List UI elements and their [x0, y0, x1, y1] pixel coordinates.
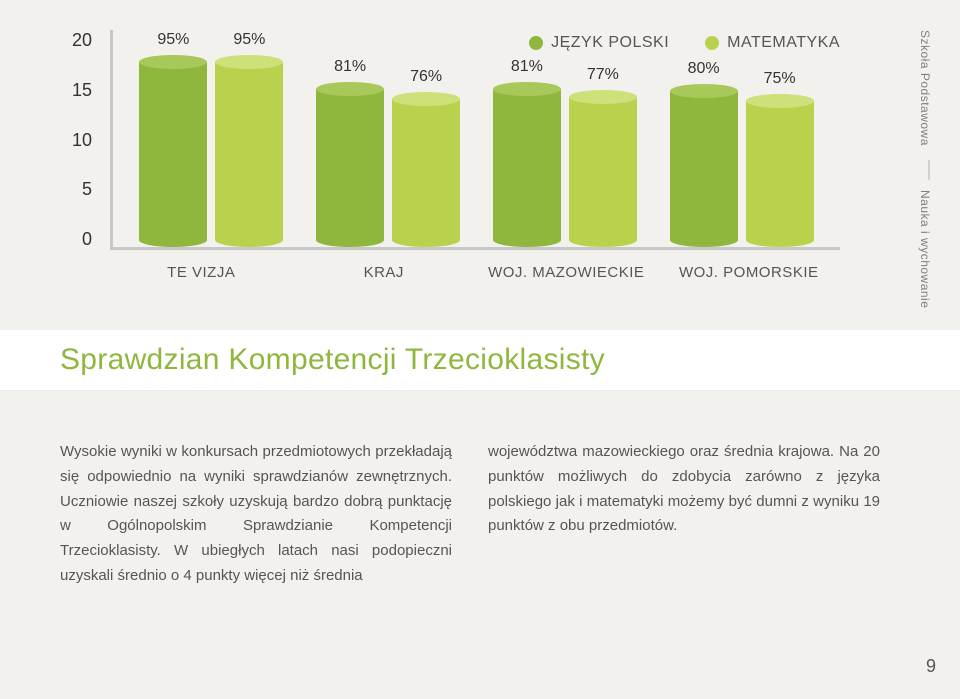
sidebar-divider [928, 160, 930, 180]
bar-value-label: 95% [233, 31, 265, 49]
bar-body [569, 97, 637, 247]
chart-plot: 95% 95% 81% 76% 81% 77% 80% 75% [110, 30, 840, 250]
bar-body [493, 89, 561, 247]
bar-3d [392, 92, 460, 247]
bar-body [392, 99, 460, 247]
bar: 81% [492, 58, 562, 247]
bar-top-icon [746, 94, 814, 108]
bar-top-icon [493, 82, 561, 96]
x-axis-labels: TE VIZJA KRAJ WOJ. MAZOWIECKIE WOJ. POMO… [110, 254, 840, 290]
bar-group: 80% 75% [653, 60, 830, 247]
bar: 95% [138, 31, 208, 247]
bar-top-icon [316, 82, 384, 96]
bar-value-label: 75% [764, 70, 796, 88]
x-label: WOJ. POMORSKIE [658, 254, 841, 290]
bar: 80% [669, 60, 739, 247]
bar-body [670, 91, 738, 247]
bar-3d [569, 90, 637, 247]
bar-top-icon [670, 84, 738, 98]
bar-body [316, 89, 384, 247]
chart: 20 15 10 5 0 95% 95% 81% 76% 81% 77% 80% 75% TE… [60, 30, 840, 290]
bar: 75% [745, 70, 815, 247]
bar-top-icon [139, 55, 207, 69]
chart-region: JĘZYK POLSKI MATEMATYKA 20 15 10 5 0 95%… [60, 30, 920, 330]
bar-3d [215, 55, 283, 247]
title-bar: Sprawdzian Kompetencji Trzecioklasisty [0, 330, 960, 390]
bar-3d [493, 82, 561, 247]
bar-top-icon [569, 90, 637, 104]
y-axis: 20 15 10 5 0 [60, 30, 100, 250]
bar-value-label: 77% [587, 66, 619, 84]
page: Szkoła Podstawowa Nauka i wychowanie JĘZ… [0, 0, 960, 699]
bar-3d [670, 84, 738, 247]
bar: 81% [315, 58, 385, 247]
sidebar-bottom-label: Nauka i wychowanie [918, 190, 932, 308]
x-label: TE VIZJA [110, 254, 293, 290]
bar-group: 81% 76% [300, 58, 477, 247]
bar-value-label: 81% [334, 58, 366, 76]
page-number: 9 [926, 656, 936, 677]
bar-top-icon [392, 92, 460, 106]
bar: 76% [391, 68, 461, 247]
y-tick: 0 [60, 229, 92, 250]
bar-3d [139, 55, 207, 247]
bar-value-label: 76% [410, 68, 442, 86]
sidebar-top-label: Szkoła Podstawowa [918, 30, 932, 146]
y-tick: 15 [60, 80, 92, 101]
bar-body [215, 62, 283, 247]
x-label: KRAJ [293, 254, 476, 290]
body-column-2: województwa mazowieckiego oraz średnia k… [488, 440, 880, 589]
y-tick: 10 [60, 130, 92, 151]
x-label: WOJ. MAZOWIECKIE [475, 254, 658, 290]
bar: 77% [568, 66, 638, 247]
bar-value-label: 95% [157, 31, 189, 49]
body-column-1: Wysokie wyniki w konkursach przedmiotowy… [60, 440, 452, 589]
bar-body [139, 62, 207, 247]
sidebar-labels: Szkoła Podstawowa Nauka i wychowanie [918, 30, 940, 330]
body-text: Wysokie wyniki w konkursach przedmiotowy… [60, 440, 920, 589]
bar-value-label: 81% [511, 58, 543, 76]
y-tick: 20 [60, 30, 92, 51]
bar-3d [316, 82, 384, 247]
page-title: Sprawdzian Kompetencji Trzecioklasisty [60, 343, 605, 377]
bar-3d [746, 94, 814, 247]
bar-value-label: 80% [688, 60, 720, 78]
bar-group: 95% 95% [123, 31, 300, 247]
bar-body [746, 101, 814, 247]
bar: 95% [214, 31, 284, 247]
bar-top-icon [215, 55, 283, 69]
y-tick: 5 [60, 179, 92, 200]
bar-group: 81% 77% [477, 58, 654, 247]
